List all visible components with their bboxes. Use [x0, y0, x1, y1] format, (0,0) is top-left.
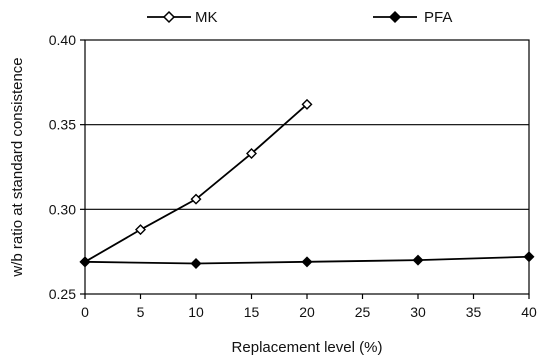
legend-marker-mk [162, 10, 176, 24]
data-point-pfa [523, 251, 535, 263]
x-tick-label: 40 [521, 304, 537, 320]
y-tick-label: 0.40 [49, 32, 76, 48]
x-tick-label: 20 [299, 304, 315, 320]
legend-marker-pfa [388, 10, 402, 24]
series-layer [79, 98, 535, 270]
data-point-mk [190, 193, 202, 205]
legend: MK PFA [147, 9, 452, 26]
data-point-pfa [79, 256, 91, 268]
x-tick-label: 10 [188, 304, 204, 320]
legend-item-pfa: PFA [373, 9, 452, 26]
x-tick-label: 5 [137, 304, 145, 320]
y-tick-label: 0.25 [49, 286, 76, 302]
x-axis-ticks: 0 5 10 15 20 25 30 35 40 [81, 294, 537, 320]
x-tick-label: 30 [410, 304, 426, 320]
plot-area [84, 39, 530, 295]
y-axis-title: w/b ratio at standard consistence [9, 57, 26, 277]
x-tick-label: 25 [355, 304, 371, 320]
x-tick-label: 35 [466, 304, 482, 320]
gridlines [85, 124, 529, 210]
data-point-mk [301, 98, 313, 110]
legend-item-mk: MK [147, 9, 218, 26]
x-axis-title: Replacement level (%) [232, 339, 383, 356]
y-tick-label: 0.30 [49, 201, 76, 217]
legend-label-mk: MK [195, 9, 218, 26]
series-pfa [79, 251, 535, 270]
y-axis-ticks: 0.25 0.30 0.35 0.40 [49, 32, 85, 302]
data-point-mk [135, 224, 146, 236]
legend-label-pfa: PFA [424, 9, 452, 26]
series-mk [79, 98, 313, 268]
data-point-pfa [301, 256, 313, 268]
x-tick-label: 0 [81, 304, 89, 320]
data-point-mk [246, 147, 257, 159]
y-tick-label: 0.35 [49, 117, 76, 133]
x-tick-label: 15 [244, 304, 260, 320]
data-point-pfa [190, 258, 202, 270]
data-point-pfa [412, 254, 424, 266]
